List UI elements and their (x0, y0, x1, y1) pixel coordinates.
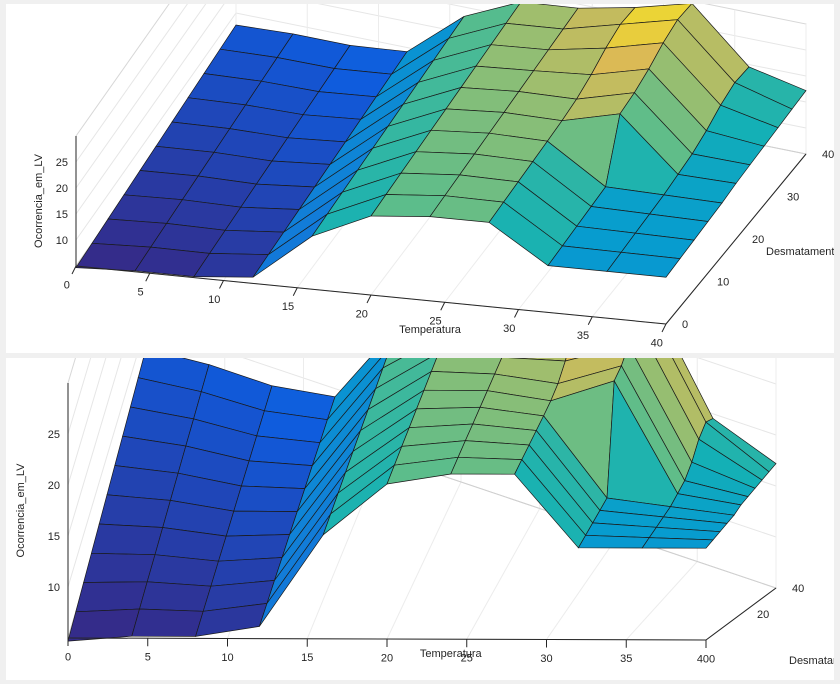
z-axis-label: Ocorrencia_em_LV (15, 463, 27, 558)
surface-plot-bottom: 0 5 10 15 20 25 30 35 400 20 40 10 15 20 25 Temperatura… (6, 358, 834, 680)
surface-patch (423, 371, 496, 392)
x-tick (292, 287, 298, 296)
y-tick-label: 0 (682, 319, 688, 331)
y-tick-label: 20 (752, 234, 764, 246)
surface-patch (131, 608, 204, 637)
x-tick (71, 265, 77, 275)
surface-patch (75, 581, 148, 613)
y-tick-label: 30 (787, 192, 799, 204)
surface-patch (450, 456, 523, 475)
x-tick-label: 15 (282, 301, 294, 313)
x-tick-label: 35 (620, 653, 632, 665)
x-tick-label: 20 (356, 308, 368, 320)
z-tick-label: 20 (56, 183, 68, 195)
z-tick-label: 25 (48, 429, 60, 441)
x-tick (514, 309, 519, 318)
z-tick-label: 25 (56, 157, 68, 169)
z-tick-label: 10 (56, 235, 68, 247)
y-axis (665, 153, 807, 325)
x-tick-label: 30 (503, 323, 515, 335)
x-tick-label: 15 (301, 652, 313, 664)
surface-patch (83, 552, 156, 583)
x-tick-label: 35 (577, 330, 589, 342)
z-tick-label: 15 (48, 531, 60, 543)
x-tick-label: 30 (540, 653, 552, 665)
surface-patch (606, 251, 681, 278)
y-tick-label: 40 (792, 583, 804, 595)
x-tick (440, 302, 446, 311)
chart-svg: 051015202530354001020304010152025Tempera… (33, 4, 834, 349)
surface-patch (577, 534, 650, 549)
x-tick-label: 400 (697, 653, 715, 665)
surface-patch (225, 510, 298, 537)
x-tick (145, 273, 151, 282)
x-tick-label: 25 (461, 653, 473, 665)
z-tick-label: 10 (48, 582, 60, 594)
surface-patch (641, 537, 714, 549)
y-axis (705, 587, 777, 641)
surface-patch (218, 534, 291, 562)
surface-patch (233, 485, 306, 512)
x-tick-label: 0 (64, 279, 70, 291)
surface-patch (240, 460, 313, 489)
x-tick-label: 0 (65, 651, 71, 663)
x-axis-label: Temperatura (420, 648, 483, 660)
surface-patch (416, 389, 488, 410)
y-axis-label: Desmatamento (789, 655, 834, 667)
y-tick-label: 10 (717, 277, 729, 289)
x-tick-label: 20 (381, 652, 393, 664)
x-tick (587, 316, 593, 325)
surface-patch (98, 494, 171, 528)
x-tick-label: 10 (208, 294, 220, 306)
x-tick-label: 10 (221, 652, 233, 664)
x-tick-label: 5 (137, 287, 143, 299)
x-tick-label: 25 (429, 316, 441, 328)
z-tick-label: 15 (56, 209, 68, 221)
chart-svg: 0 5 10 15 20 25 30 35 400204010152025Temperatura… (15, 358, 834, 667)
y-tick-label: 20 (757, 609, 769, 621)
y-tick-label: 40 (822, 149, 834, 161)
x-tick (366, 294, 372, 304)
z-tick-label: 20 (48, 480, 60, 492)
surface-patch (90, 523, 164, 556)
y-axis-label: Desmatamento (766, 246, 834, 258)
surface-patch (139, 581, 212, 612)
x-tick (219, 280, 224, 289)
surface-plot-top: 0 5 10 15 20 25 30 35 40 0 10 20 30 40 10 15 20 25 Tempera… (6, 4, 834, 353)
x-axis-label: Temperatura (399, 324, 462, 336)
x-tick (661, 323, 667, 333)
x-tick-label: 5 (145, 652, 151, 664)
surface-patch (67, 608, 140, 642)
z-axis-label: Ocorrencia_em_LV (33, 153, 45, 248)
x-tick-label: 40 (651, 337, 663, 349)
